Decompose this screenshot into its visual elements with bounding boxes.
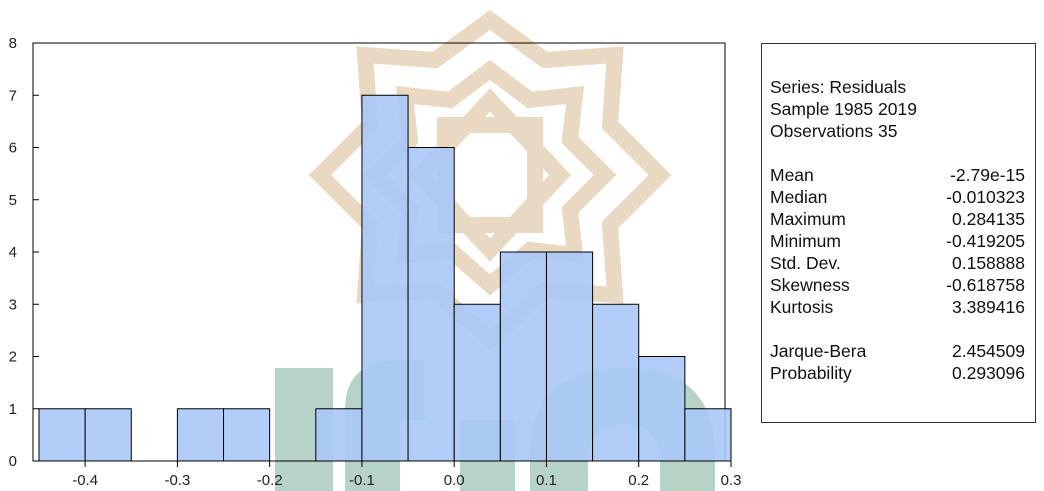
histogram-bars [38, 94, 732, 462]
stat-label: Probability [770, 363, 852, 383]
stat-label: Kurtosis [770, 297, 834, 317]
stat-label: Mean [770, 165, 814, 185]
observations-label: Observations 35 [770, 121, 898, 141]
histogram-bar-11 [545, 251, 594, 462]
histogram-bar-0 [38, 408, 86, 462]
y-tick-label: 3 [9, 296, 17, 313]
stat-value: -0.010323 [946, 187, 1025, 207]
histogram-bar-12 [592, 303, 640, 462]
y-tick-label: 7 [9, 87, 17, 104]
stat-row: Std. Dev. 0.158888 [770, 252, 1025, 274]
histogram-bar-10 [499, 251, 547, 462]
y-tick-label: 5 [9, 192, 17, 209]
x-tick-label: 0.1 [536, 472, 557, 489]
y-tick-label: 0 [9, 453, 17, 470]
y-tick-label: 2 [9, 349, 17, 366]
stat-value: 0.158888 [952, 253, 1025, 273]
histogram-bar-8 [407, 147, 455, 462]
stat-value: 0.284135 [952, 209, 1025, 229]
stat-label: Maximum [770, 209, 846, 229]
histogram-bar-4 [223, 408, 271, 462]
descriptive-statistics-box: Series: Residuals Sample 1985 2019 Obser… [761, 43, 1036, 423]
stat-row: Kurtosis 3.389416 [770, 296, 1025, 318]
histogram-bar-6 [315, 408, 363, 462]
x-tick-label: -0.1 [349, 472, 375, 489]
stat-label: Skewness [770, 275, 850, 295]
stat-value: -0.419205 [946, 231, 1025, 251]
stat-row: Median -0.010323 [770, 186, 1025, 208]
histogram-chart: 0 1 2 3 4 5 6 7 8 -0.4 -0.3 -0.2 -0.1 0.0 0.1 0.2 0.3 [9, 35, 742, 489]
stat-row: Jarque-Bera 2.454509 [770, 340, 1025, 362]
x-tick-label: 0.0 [444, 472, 465, 489]
histogram-bar-14 [684, 408, 732, 462]
y-tick-label: 1 [9, 401, 17, 418]
x-tick-label: -0.3 [164, 472, 190, 489]
y-tick-label: 4 [9, 244, 17, 261]
stat-value: 2.454509 [952, 341, 1025, 361]
stats-group-normality: Jarque-Bera 2.454509 Probability 0.293096 [770, 340, 1025, 384]
stat-label: Minimum [770, 231, 841, 251]
stat-label: Std. Dev. [770, 253, 841, 273]
x-tick-label: -0.4 [72, 472, 98, 489]
histogram-bar-9 [453, 303, 501, 462]
sample-label: Sample 1985 2019 [770, 99, 917, 119]
x-tick-label: -0.2 [257, 472, 283, 489]
x-tick-label: 0.2 [628, 472, 649, 489]
stats-group-moments: Mean -2.79e-15 Median -0.010323 Maximum 0.284… [770, 164, 1025, 318]
stat-value: 3.389416 [952, 297, 1025, 317]
histogram-bar-3 [176, 408, 225, 462]
histogram-bar-13 [638, 356, 686, 462]
stat-row: Skewness -0.618758 [770, 274, 1025, 296]
stat-value: 0.293096 [952, 363, 1025, 383]
x-axis: -0.4 -0.3 -0.2 -0.1 0.0 0.1 0.2 0.3 [72, 461, 741, 489]
stat-value: -2.79e-15 [950, 165, 1025, 185]
stat-row: Mean -2.79e-15 [770, 164, 1025, 186]
histogram-bar-7 [361, 94, 409, 462]
stats-spacer [770, 318, 1025, 340]
stat-label: Median [770, 187, 828, 207]
y-tick-label: 8 [9, 35, 17, 52]
stat-label: Jarque-Bera [770, 341, 867, 361]
y-axis: 0 1 2 3 4 5 6 7 8 [9, 35, 39, 470]
x-tick-label: 0.3 [721, 472, 742, 489]
stat-row: Maximum 0.284135 [770, 208, 1025, 230]
stat-value: -0.618758 [946, 275, 1025, 295]
histogram-bar-1 [84, 408, 132, 462]
y-tick-label: 6 [9, 140, 17, 157]
stats-spacer [770, 142, 1025, 164]
series-label: Series: Residuals [770, 77, 907, 97]
stat-row: Minimum -0.419205 [770, 230, 1025, 252]
stat-row: Probability 0.293096 [770, 362, 1025, 384]
